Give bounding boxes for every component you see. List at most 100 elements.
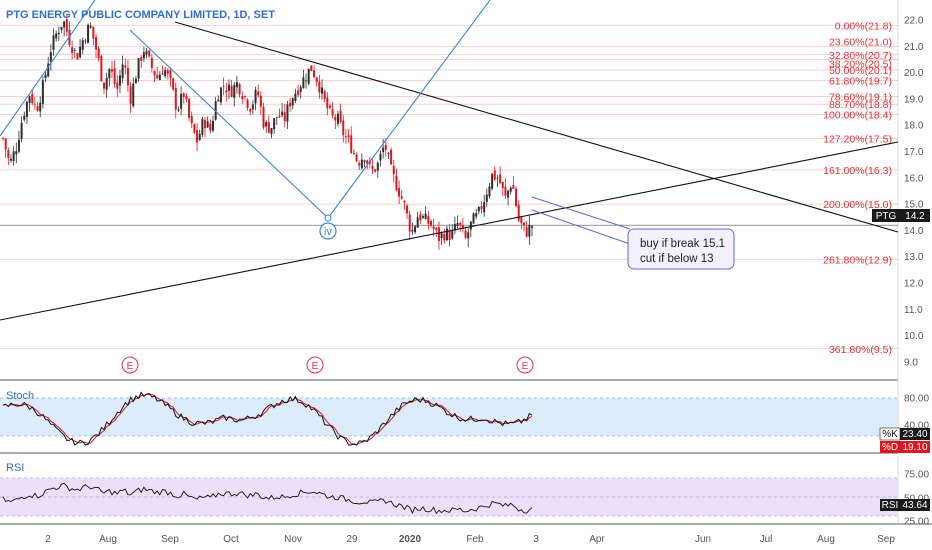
candle-body — [355, 154, 358, 161]
price-candles — [2, 13, 533, 250]
candle-body — [84, 40, 87, 42]
candle-body — [326, 97, 329, 109]
candle-body — [156, 75, 159, 79]
candle-body — [76, 53, 79, 60]
fib-level-label: 0.00%(21.8) — [835, 20, 892, 32]
x-tick-label: Oct — [223, 534, 239, 545]
candle-body — [209, 123, 212, 131]
x-tick-label: Nov — [284, 534, 302, 545]
candle-body — [172, 78, 175, 90]
candle-body — [212, 120, 215, 131]
candle-body — [267, 122, 270, 133]
fib-level-label: 161.00%(16.3) — [823, 165, 892, 177]
earnings-marker[interactable]: E — [516, 356, 534, 374]
fib-level-label: 361.80%(9.5) — [829, 344, 892, 356]
candle-body — [507, 190, 510, 198]
candle-body — [273, 118, 276, 130]
fib-level-label: 200.00%(15.0) — [823, 199, 892, 211]
candle-body — [180, 93, 183, 109]
x-tick-label: Sep — [161, 534, 179, 545]
y-tick-label: 18.0 — [904, 121, 924, 132]
candle-body — [517, 204, 520, 221]
candle-body — [323, 90, 326, 100]
candle-body — [456, 223, 459, 227]
candle-body — [12, 151, 15, 162]
candle-body — [477, 206, 480, 212]
candle-body — [31, 93, 34, 104]
candle-body — [55, 33, 58, 39]
candle-body — [129, 86, 132, 104]
candle-body — [358, 163, 361, 166]
trade-note-callout[interactable]: buy if break 15.1 cut if below 13 — [531, 196, 735, 270]
y-tick-label: 16.0 — [904, 173, 924, 184]
candle-body — [47, 63, 50, 77]
candle-body — [206, 121, 209, 128]
svg-text:43.64: 43.64 — [902, 500, 927, 511]
candle-body — [424, 213, 427, 219]
candle-body — [315, 77, 318, 83]
stoch-d-tag: %D 19.10 — [880, 441, 930, 453]
candle-body — [126, 67, 129, 86]
candle-body — [265, 121, 268, 127]
candle-body — [134, 78, 137, 84]
candle-body — [352, 153, 355, 154]
candle-body — [39, 102, 42, 112]
candle-body — [113, 68, 116, 84]
svg-text:E: E — [312, 361, 319, 372]
candle-body — [390, 149, 393, 165]
y-tick-label: 10.0 — [904, 331, 924, 342]
candle-body — [124, 65, 127, 68]
candle-body — [246, 99, 249, 108]
candle-body — [437, 227, 440, 241]
candle-body — [302, 77, 305, 88]
candle-body — [387, 152, 390, 154]
fib-level-label: 88.70%(18.8) — [829, 99, 892, 111]
candle-body — [459, 222, 462, 225]
candle-body — [512, 185, 515, 189]
candle-body — [71, 47, 74, 53]
candle-body — [193, 124, 196, 133]
candle-body — [406, 205, 409, 214]
x-tick-label: 29 — [346, 534, 358, 545]
candle-body — [392, 165, 395, 175]
y-tick-label: 13.0 — [904, 252, 924, 263]
candle-body — [376, 162, 379, 171]
candle-body — [336, 113, 339, 124]
trend-drawings[interactable] — [0, 0, 899, 321]
candle-body — [153, 71, 156, 76]
y-tick-label: 15.0 — [904, 200, 924, 211]
stoch-k-tag: %K 23.40 — [879, 427, 930, 441]
candle-body — [108, 69, 111, 79]
candle-body — [344, 136, 347, 138]
candle-body — [496, 177, 499, 179]
x-tick-label: Jun — [695, 534, 711, 545]
candle-body — [198, 133, 201, 141]
fib-level-label: 61.80%(19.7) — [829, 75, 892, 87]
candle-body — [483, 202, 486, 213]
fib-level-label: 100.00%(18.4) — [823, 110, 892, 122]
candle-body — [395, 175, 398, 191]
candle-body — [464, 230, 467, 238]
candle-body — [214, 101, 217, 120]
candle-body — [92, 26, 95, 39]
candle-body — [307, 68, 310, 84]
x-tick-label: Feb — [466, 534, 484, 545]
candle-body — [432, 226, 435, 230]
fib-level-label: 38.20%(20.5) — [829, 58, 892, 70]
candle-body — [28, 96, 31, 103]
x-tick-label: Sep — [877, 534, 895, 545]
candle-body — [291, 98, 294, 106]
candle-body — [480, 206, 483, 210]
earnings-marker[interactable]: E — [306, 356, 324, 374]
candle-body — [233, 84, 236, 98]
wave-iv-marker[interactable]: iv — [319, 222, 337, 240]
candle-body — [435, 227, 438, 231]
svg-text:23.40: 23.40 — [902, 429, 927, 440]
y-tick-label: 12.0 — [904, 279, 924, 290]
support-trendline — [0, 141, 899, 321]
earnings-marker[interactable]: E — [121, 356, 139, 374]
fib-level-label: 23.60%(21.0) — [829, 36, 892, 48]
stoch-level-label: 40.00 — [904, 421, 929, 432]
y-tick-label: 9.0 — [904, 357, 918, 368]
